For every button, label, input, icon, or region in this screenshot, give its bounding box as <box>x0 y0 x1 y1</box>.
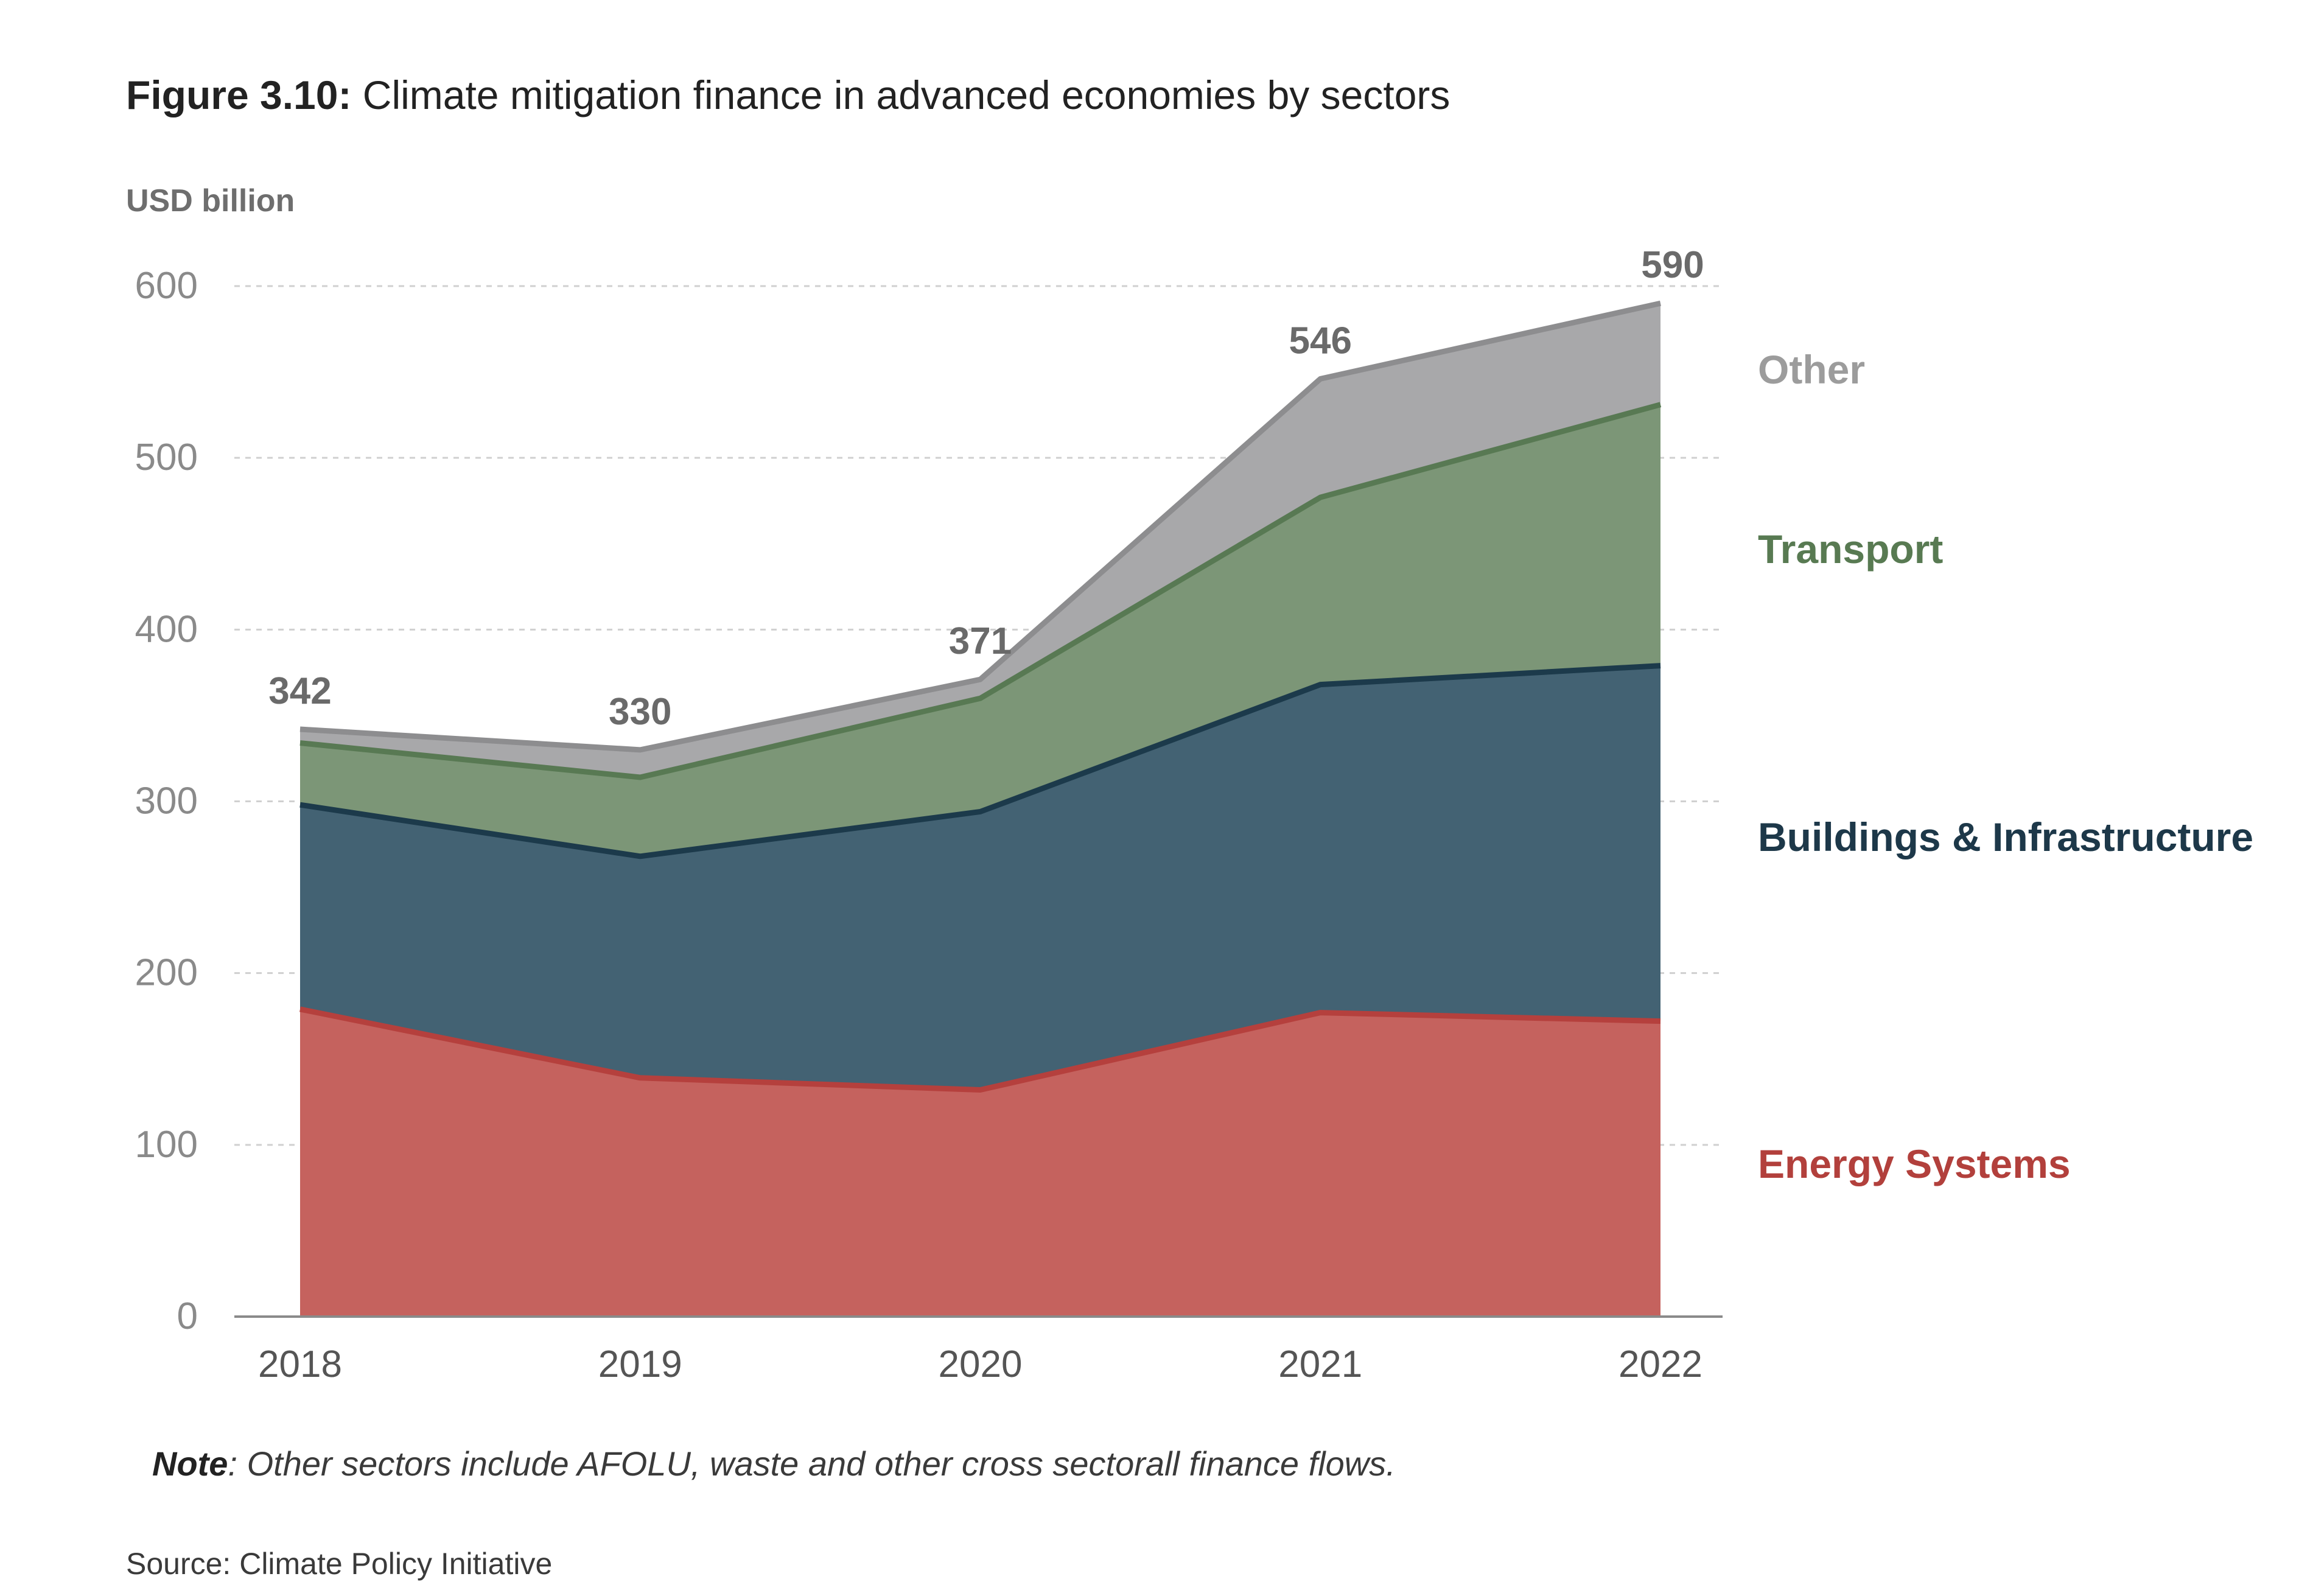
total-label-2018: 342 <box>268 670 331 712</box>
figure-title: Climate mitigation finance in advanced e… <box>362 72 1450 117</box>
note: Note: Other sectors include AFOLU, waste… <box>152 1444 1396 1483</box>
legend-transport: Transport <box>1758 527 1943 572</box>
x-tick-2022: 2022 <box>1618 1343 1702 1385</box>
area-transport <box>300 404 1660 856</box>
y-tick-400: 400 <box>135 608 198 650</box>
x-tick-2021: 2021 <box>1278 1343 1362 1385</box>
x-tick-2018: 2018 <box>258 1343 342 1385</box>
series-lines <box>299 300 1662 1093</box>
total-label-2020: 371 <box>949 620 1012 662</box>
area-other <box>300 303 1660 777</box>
chart-title: Figure 3.10: Climate mitigation finance … <box>126 72 1450 118</box>
y-tick-200: 200 <box>135 952 198 994</box>
line-other <box>299 300 1661 753</box>
total-label-2019: 330 <box>609 691 671 733</box>
note-text: : Other sectors include AFOLU, waste and… <box>228 1444 1396 1483</box>
x-tick-labels: 2018 2019 2020 2021 2022 <box>258 1343 1702 1385</box>
area-buildings-infrastructure <box>300 665 1660 1090</box>
figure-label: Figure 3.10: <box>126 72 352 117</box>
y-tick-labels: 0 100 200 300 400 500 600 <box>135 265 198 1337</box>
x-tick-2019: 2019 <box>598 1343 682 1385</box>
series-areas <box>300 303 1660 1317</box>
total-labels: 342 330 371 546 590 <box>268 244 1704 733</box>
line-energy-systems <box>299 1006 1661 1093</box>
legend-buildings-infrastructure: Buildings & Infrastructure <box>1758 814 2253 859</box>
y-tick-500: 500 <box>135 436 198 478</box>
y-tick-0: 0 <box>177 1295 198 1337</box>
y-tick-100: 100 <box>135 1124 198 1166</box>
legend-energy-systems: Energy Systems <box>1758 1141 2071 1186</box>
total-label-2021: 546 <box>1289 320 1352 362</box>
line-transport <box>299 402 1662 780</box>
area-energy-systems <box>300 1009 1660 1317</box>
y-tick-300: 300 <box>135 780 198 822</box>
series-labels: Energy Systems Buildings & Infrastructure… <box>1758 347 2253 1186</box>
line-buildings-infrastructure <box>299 663 1661 859</box>
note-label: Note <box>152 1444 228 1483</box>
source: Source: Climate Policy Initiative <box>126 1547 553 1581</box>
total-label-2022: 590 <box>1641 244 1704 286</box>
legend-other: Other <box>1758 347 1865 392</box>
y-tick-600: 600 <box>135 265 198 307</box>
y-axis-unit: USD billion <box>126 183 295 219</box>
x-tick-2020: 2020 <box>939 1343 1023 1385</box>
